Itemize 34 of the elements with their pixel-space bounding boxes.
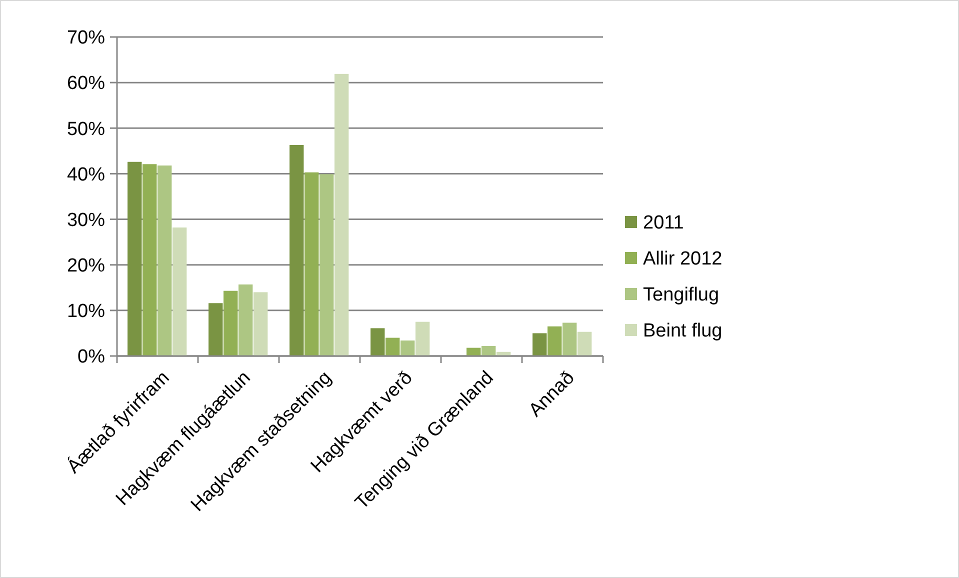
bar (172, 227, 187, 356)
bar (482, 346, 496, 356)
bar (415, 322, 430, 356)
bar (562, 322, 577, 356)
bar (386, 338, 400, 356)
bar (320, 174, 334, 356)
y-tick-label: 20% (66, 256, 106, 277)
y-tick-label: 0% (78, 346, 106, 368)
bar (577, 332, 592, 356)
y-tick-label: 60% (66, 73, 106, 94)
bar (128, 162, 142, 356)
bar (334, 74, 349, 356)
y-tick-label: 30% (66, 210, 106, 231)
bar (532, 333, 547, 356)
y-tick-label: 40% (66, 164, 106, 186)
bar (224, 290, 238, 356)
y-tick-label: 50% (66, 118, 106, 140)
legend-label: Tengiflug (643, 284, 720, 306)
bar (290, 145, 304, 356)
bar (142, 164, 157, 356)
legend-label: Allir 2012 (643, 248, 722, 270)
bar (304, 172, 319, 356)
bar (400, 340, 415, 356)
bar (238, 284, 253, 356)
bar (208, 303, 223, 356)
bar (158, 166, 172, 356)
legend-label: Beint flug (643, 320, 722, 342)
bar (370, 328, 385, 356)
bar (548, 326, 562, 356)
bar (466, 348, 481, 356)
y-tick-label: 70% (66, 28, 106, 49)
legend-label: 2011 (643, 212, 684, 234)
y-tick-label: 10% (66, 301, 106, 322)
bar (253, 292, 268, 356)
